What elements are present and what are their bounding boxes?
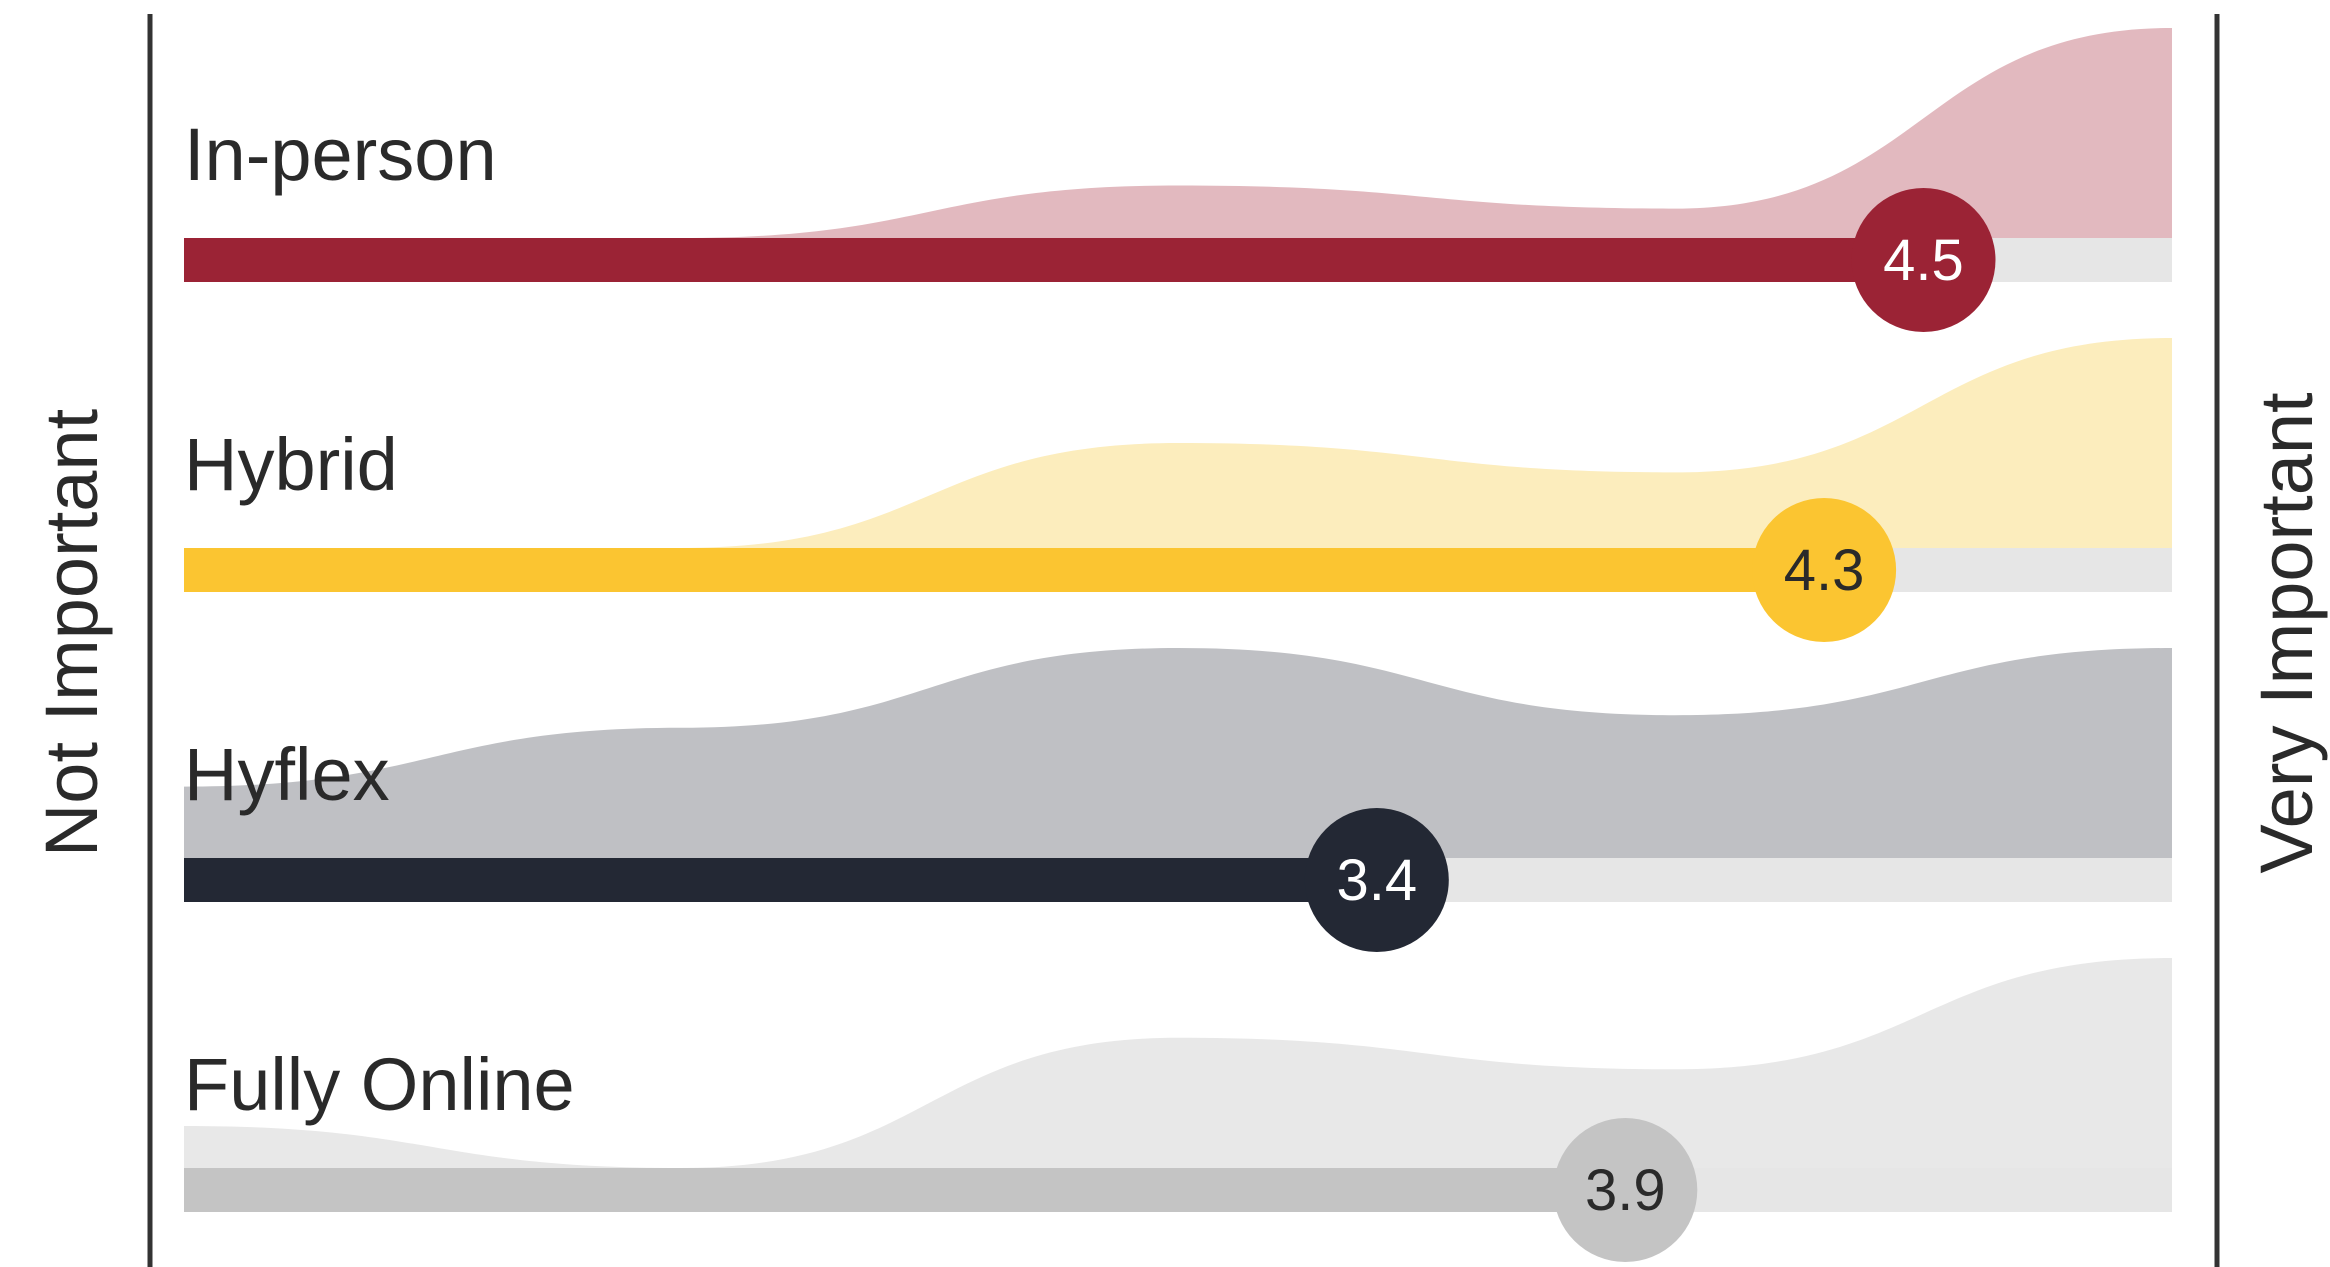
- mean-marker-hybrid: [1752, 498, 1897, 642]
- mean-marker-hyflex: [1304, 808, 1449, 952]
- distribution-area-fully-online: [184, 958, 2172, 1168]
- mean-bar-in-person: [184, 238, 1924, 282]
- category-label-hyflex: Hyflex: [184, 733, 390, 816]
- distribution-area-hybrid: [184, 338, 2172, 548]
- category-label-hybrid: Hybrid: [184, 423, 398, 506]
- left-axis-label: Not Important: [30, 408, 113, 857]
- row-in-person: In-person 4.5: [184, 28, 2172, 332]
- mean-marker-fully-online: [1553, 1118, 1698, 1262]
- category-label-fully-online: Fully Online: [184, 1043, 575, 1126]
- row-fully-online: Fully Online 3.9: [184, 958, 2172, 1262]
- category-label-in-person: In-person: [184, 113, 497, 196]
- row-hyflex: Hyflex 3.4: [184, 648, 2172, 952]
- mean-value-fully-online: 3.9: [1585, 1158, 1666, 1223]
- mean-value-hybrid: 4.3: [1784, 538, 1865, 603]
- distribution-area-hyflex: [184, 648, 2172, 858]
- mean-bar-fully-online: [184, 1168, 1626, 1212]
- mean-bar-hybrid: [184, 548, 1825, 592]
- right-axis-label: Very Important: [2245, 392, 2328, 874]
- mean-value-in-person: 4.5: [1883, 228, 1964, 293]
- mean-bar-hyflex: [184, 858, 1377, 902]
- chart-rows: In-person 4.5 Hybrid 4.3 Hyflex 3.4 Fully Onli…: [184, 28, 2172, 1262]
- mean-value-hyflex: 3.4: [1336, 848, 1417, 913]
- row-hybrid: Hybrid 4.3: [184, 338, 2172, 642]
- mean-marker-in-person: [1851, 188, 1996, 332]
